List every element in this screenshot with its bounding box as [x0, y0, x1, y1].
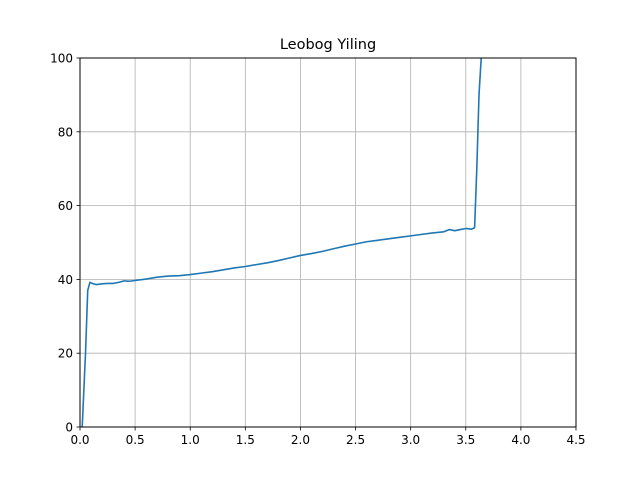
- x-tick-label: 0.5: [126, 433, 145, 447]
- x-tick-label: 3.5: [456, 433, 475, 447]
- x-tick-label: 0.0: [70, 433, 89, 447]
- x-tick-label: 4.5: [566, 433, 585, 447]
- x-tick-label: 3.0: [401, 433, 420, 447]
- y-tick-label: 20: [58, 347, 73, 361]
- x-tick-label: 2.0: [291, 433, 310, 447]
- y-tick-label: 40: [58, 273, 73, 287]
- x-tick-label: 1.0: [181, 433, 200, 447]
- x-tick-label: 2.5: [346, 433, 365, 447]
- plot-frame: [79, 57, 577, 428]
- y-tick-label: 80: [58, 125, 73, 139]
- chart-title: Leobog Yiling: [280, 37, 376, 53]
- y-tick-label: 60: [58, 199, 73, 213]
- x-axis: 0.0 0.5 1.0 1.5 2.0 2.5 3.0 3.5 4.0 4.5: [70, 427, 586, 447]
- y-axis: 0 20 40 60 80 100: [50, 52, 80, 435]
- series-group: [81, 58, 483, 427]
- y-tick-label: 0: [65, 421, 73, 435]
- series-line-0: [81, 58, 483, 427]
- x-tick-label: 1.5: [236, 433, 255, 447]
- y-tick-label: 100: [50, 52, 73, 66]
- x-tick-label: 4.0: [511, 433, 530, 447]
